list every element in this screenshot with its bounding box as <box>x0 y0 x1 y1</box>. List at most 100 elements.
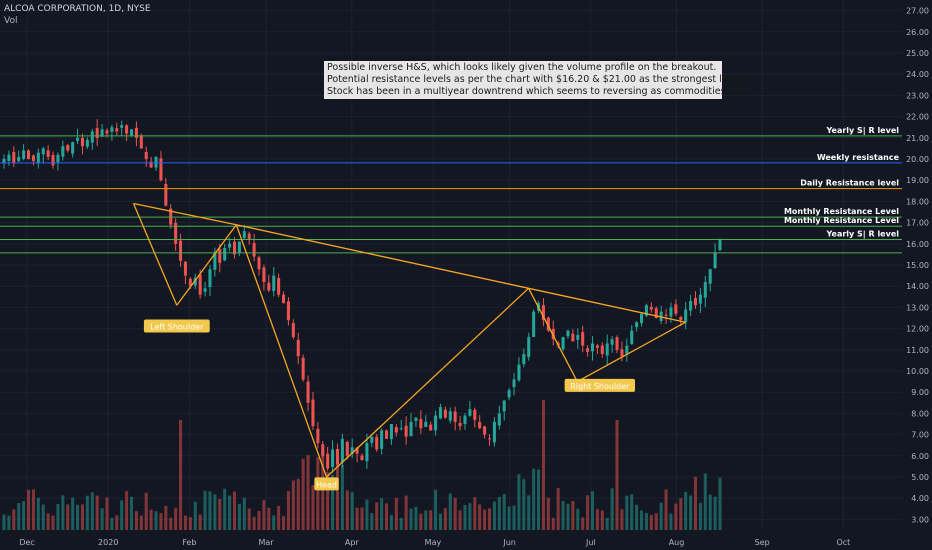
volume-bar <box>600 510 604 530</box>
volume-bar <box>605 517 609 530</box>
volume-bar <box>468 503 472 530</box>
volume-bar <box>581 517 585 530</box>
gridlines <box>0 0 902 530</box>
volume-bar <box>257 511 261 530</box>
candle-body <box>527 337 531 358</box>
volume-bar <box>17 503 21 530</box>
y-tick-label: 13.00 <box>906 303 929 312</box>
candle-body <box>345 441 349 456</box>
candle-body <box>237 241 241 253</box>
candlesticks <box>2 119 722 473</box>
volume-bar <box>389 515 393 530</box>
candle-body <box>478 421 482 429</box>
candle-body <box>66 145 70 151</box>
candle-body <box>365 443 369 462</box>
candle-body <box>615 337 619 350</box>
candle-body <box>605 343 609 356</box>
volume-bar <box>41 504 45 530</box>
x-tick-label: Dec <box>19 538 34 547</box>
candle-body <box>198 274 202 295</box>
candle-body <box>262 267 266 282</box>
volume-bar <box>61 495 65 530</box>
candle-body <box>708 269 712 284</box>
candle-body <box>159 158 163 181</box>
pattern-label-bg <box>143 319 210 333</box>
volume-bar <box>448 493 452 530</box>
volume-bar <box>203 490 207 530</box>
level-label: Daily Resistance level <box>800 179 899 188</box>
volume-bar <box>149 509 153 530</box>
pattern-line <box>527 288 578 382</box>
chart-title: ALCOA CORPORATION, 1D, NYSE <box>4 4 151 14</box>
level-label: Monthly Resistance Level <box>784 216 899 225</box>
volume-bar <box>625 495 629 530</box>
volume-bar <box>129 496 134 530</box>
candle-body <box>385 430 389 439</box>
volume-bar <box>487 508 492 530</box>
candle-body <box>110 127 114 132</box>
candle-body <box>502 400 506 412</box>
volume-bar <box>473 497 477 530</box>
volume-bar <box>630 494 634 530</box>
volume-bar <box>296 478 300 530</box>
candle-body <box>17 156 21 162</box>
candle-body <box>213 252 217 270</box>
candle-body <box>115 128 119 132</box>
volume-bar <box>497 496 501 530</box>
price-axis-bg <box>902 0 932 550</box>
candle-body <box>311 399 315 427</box>
y-tick-label: 26.00 <box>906 28 929 37</box>
volume-bar <box>679 498 683 530</box>
candle-body <box>487 438 492 440</box>
volume-bar <box>22 501 26 530</box>
candle-body <box>340 438 344 463</box>
candle-body <box>247 233 251 240</box>
candle-body <box>22 150 26 159</box>
volume-bar <box>301 458 305 530</box>
candle-body <box>296 339 300 357</box>
volume-bar <box>615 420 619 530</box>
candle-body <box>331 449 335 467</box>
volume-bar <box>438 513 442 530</box>
x-tick-label: Sep <box>755 538 770 547</box>
volume-bar <box>306 455 310 530</box>
y-tick-label: 8.00 <box>911 409 929 418</box>
y-tick-label: 14.00 <box>906 282 929 291</box>
volume-bar <box>419 513 423 530</box>
volume-bar <box>262 500 266 530</box>
volume-bar <box>345 490 349 530</box>
y-tick-label: 19.00 <box>906 176 929 185</box>
candle-body <box>576 334 580 340</box>
candle-body <box>154 156 158 168</box>
volume-bar <box>610 488 614 530</box>
candle-body <box>27 150 31 159</box>
volume-bar <box>311 485 315 530</box>
volume-bar <box>659 502 663 530</box>
candle-body <box>630 330 634 345</box>
candle-body <box>164 183 168 206</box>
candle-body <box>718 239 722 251</box>
volume-bar <box>164 505 168 530</box>
x-tick-label: Feb <box>182 538 196 547</box>
candle-body <box>610 339 614 345</box>
volume-bar <box>561 501 565 530</box>
candle-body <box>316 428 320 444</box>
y-tick-label: 18.00 <box>906 197 929 206</box>
x-tick-label: Mar <box>259 538 275 547</box>
price-axis: 3.00 4.00 5.00 6.00 7.00 8.00 9.00 10.00 11.00 12… <box>902 0 932 550</box>
candle-body <box>532 311 536 337</box>
volume-bar <box>76 504 80 530</box>
volume-bar <box>90 492 94 530</box>
volume-bar <box>414 506 418 530</box>
volume-bar <box>649 514 653 530</box>
pattern-line <box>235 224 328 478</box>
pattern-label: Left Shoulder <box>150 322 204 331</box>
volume-bar <box>434 489 438 530</box>
candle-body <box>291 323 295 338</box>
volume-bar <box>478 504 482 530</box>
candle-body <box>458 422 462 427</box>
volume-label: Vol <box>4 16 18 26</box>
volume-bar <box>36 497 40 530</box>
volume-bar <box>7 515 11 530</box>
